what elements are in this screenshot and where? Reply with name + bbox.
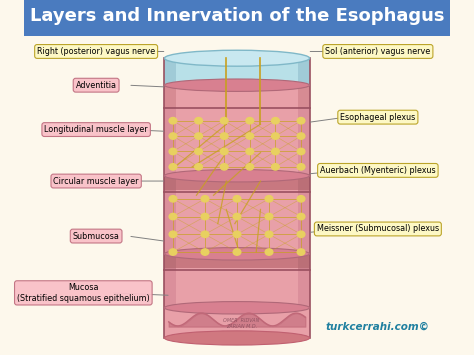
Bar [164,254,310,270]
Circle shape [220,118,228,124]
Circle shape [220,133,228,139]
Bar [164,106,310,178]
FancyBboxPatch shape [24,0,450,36]
Circle shape [265,249,273,255]
Text: Auerbach (Myenteric) plexus: Auerbach (Myenteric) plexus [320,166,436,175]
Circle shape [220,164,228,170]
Circle shape [169,148,177,155]
Text: turkcerrahi.com©: turkcerrahi.com© [326,322,430,332]
Circle shape [195,133,202,139]
Ellipse shape [164,301,310,314]
Ellipse shape [164,169,310,182]
Text: Adventitia: Adventitia [76,81,117,90]
Ellipse shape [164,50,310,66]
Text: Layers and Innervation of the Esophagus: Layers and Innervation of the Esophagus [30,7,444,25]
Ellipse shape [164,248,310,260]
Circle shape [169,118,177,124]
Circle shape [297,213,305,220]
Bar [164,176,310,192]
Circle shape [169,249,177,255]
Bar [164,268,176,309]
Circle shape [169,196,177,202]
Circle shape [195,118,202,124]
Bar [164,308,310,338]
Text: Submucosa: Submucosa [73,231,119,241]
Circle shape [201,213,209,220]
Circle shape [220,148,228,155]
Circle shape [233,249,241,255]
Bar [298,190,310,256]
Bar [164,268,310,309]
Circle shape [246,118,254,124]
Circle shape [272,148,279,155]
Circle shape [169,164,177,170]
Circle shape [233,196,241,202]
Circle shape [297,231,305,237]
Circle shape [201,249,209,255]
Circle shape [195,164,202,170]
Bar [298,268,310,309]
Circle shape [272,118,279,124]
Circle shape [246,164,254,170]
Circle shape [246,148,254,155]
Bar [164,106,176,178]
Bar [298,59,310,87]
Bar [298,176,310,192]
Bar [164,176,176,192]
Text: Circular muscle layer: Circular muscle layer [54,176,139,186]
Bar [164,254,176,270]
Bar [164,190,310,256]
Circle shape [169,133,177,139]
Circle shape [169,231,177,237]
Ellipse shape [164,79,310,91]
Text: Longitudinal muscle layer: Longitudinal muscle layer [45,125,148,134]
Bar [164,190,176,256]
Circle shape [297,164,305,170]
Bar [164,85,310,108]
Text: Esophageal plexus: Esophageal plexus [340,113,416,122]
Bar [298,254,310,270]
Bar [298,106,310,178]
Text: OMER  RIDVAN
ZARIAN M.D.: OMER RIDVAN ZARIAN M.D. [223,318,259,329]
Text: Right (posterior) vagus nerve: Right (posterior) vagus nerve [37,47,155,56]
Circle shape [195,148,202,155]
Circle shape [201,231,209,237]
Circle shape [265,231,273,237]
Circle shape [297,196,305,202]
Circle shape [265,213,273,220]
Circle shape [201,196,209,202]
Circle shape [272,133,279,139]
Circle shape [297,249,305,255]
Ellipse shape [164,331,310,345]
Circle shape [169,213,177,220]
Circle shape [246,133,254,139]
Circle shape [265,196,273,202]
Text: Meissner (Submucosal) plexus: Meissner (Submucosal) plexus [317,224,439,234]
Circle shape [297,133,305,139]
Bar [164,59,310,87]
Circle shape [297,148,305,155]
Circle shape [233,231,241,237]
Circle shape [297,118,305,124]
Text: Mucosa
(Stratified squamous epithelium): Mucosa (Stratified squamous epithelium) [17,283,150,302]
Bar [298,85,310,108]
Bar [164,59,176,87]
Text: Sol (anterior) vagus nerve: Sol (anterior) vagus nerve [325,47,430,56]
Circle shape [233,213,241,220]
Bar [164,85,176,108]
Circle shape [272,164,279,170]
